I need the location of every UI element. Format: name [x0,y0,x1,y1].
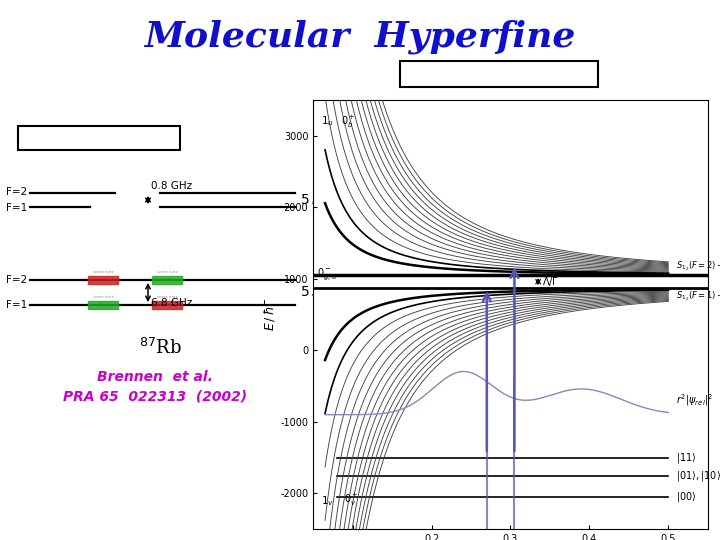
Bar [152,301,182,309]
Y-axis label: $E\,/\,\hbar\Gamma$: $E\,/\,\hbar\Gamma$ [262,298,277,332]
Text: $S_{1_2}(F=1)+P_{1_2}$: $S_{1_2}(F=1)+P_{1_2}$ [676,290,720,303]
Text: 6.8 GHz: 6.8 GHz [151,299,192,308]
Text: $0_v^+$: $0_v^+$ [344,491,359,508]
Text: some note: some note [93,295,114,299]
Text: Atomic Spectrum: Atomic Spectrum [38,132,160,145]
Text: some note: some note [156,295,177,299]
Text: Brennen  et al.
PRA 65  022313  (2002): Brennen et al. PRA 65 022313 (2002) [63,370,247,403]
Text: $5\,P_{1/2}$: $5\,P_{1/2}$ [300,192,336,208]
Text: 0.8 GHz: 0.8 GHz [151,181,192,191]
Bar [18,126,180,150]
Text: some note: some note [93,270,114,274]
Text: $0_b^+$: $0_b^+$ [341,114,356,130]
Text: $|00\rangle$: $|00\rangle$ [676,490,697,504]
Bar [88,301,118,309]
Text: F=2: F=2 [6,275,27,285]
Text: some note: some note [156,270,177,274]
Text: $S_{1_2}(F=2)+P_{1_2}$: $S_{1_2}(F=2)+P_{1_2}$ [676,260,720,273]
Text: $0_{g,u}^-$: $0_{g,u}^-$ [318,267,338,282]
Text: “Molecular” Spectrum: “Molecular” Spectrum [420,68,578,80]
Bar [400,61,598,87]
Text: $r^2|\psi_{rel}|^2$: $r^2|\psi_{rel}|^2$ [676,393,714,408]
Bar [152,276,182,284]
Text: Molecular  Hyperfine: Molecular Hyperfine [144,20,576,55]
Text: $5\,S_{1/2}$: $5\,S_{1/2}$ [300,284,336,301]
Text: $|11\rangle$: $|11\rangle$ [676,451,697,464]
Text: $|01\rangle,|10\rangle$: $|01\rangle,|10\rangle$ [676,469,720,483]
Text: F=1: F=1 [6,203,27,213]
Text: $\Lambda/\Gamma$: $\Lambda/\Gamma$ [542,275,559,288]
Text: $1_v$: $1_v$ [321,494,334,508]
Text: $1_u$: $1_u$ [321,114,334,128]
Text: F=1: F=1 [6,300,27,310]
Bar [88,276,118,284]
Text: F=2: F=2 [6,187,27,197]
Text: $^{87}$Rb: $^{87}$Rb [138,338,181,358]
